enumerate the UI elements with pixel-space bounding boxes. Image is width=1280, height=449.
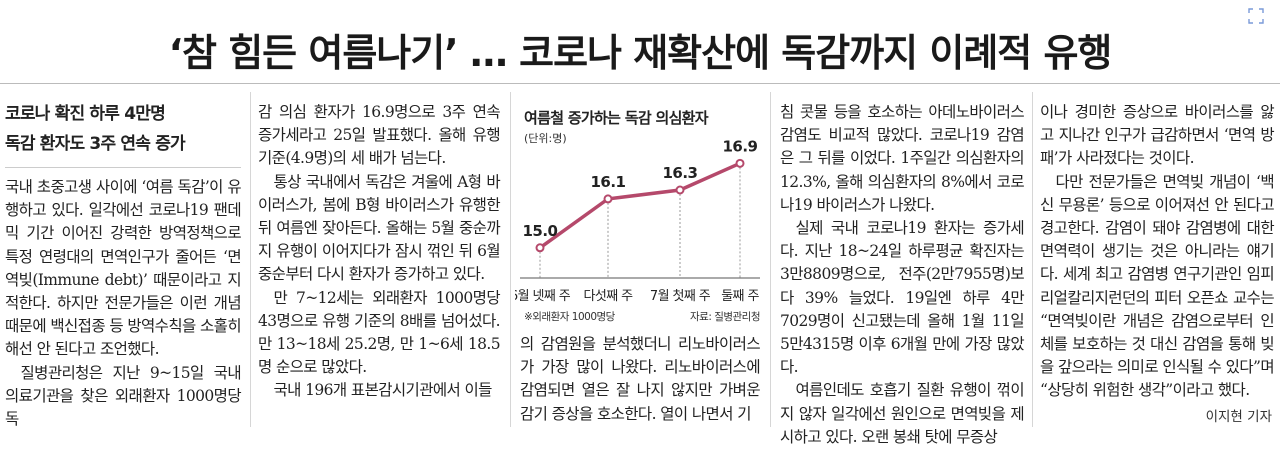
paragraph: 국내 초중고생 사이에 ‘여름 독감’이 유행하고 있다. 일각에선 코로나19… bbox=[5, 178, 242, 359]
chart-unit: (단위:명) bbox=[524, 132, 567, 145]
subheadline-1: 코로나 확진 하루 4만명 bbox=[5, 104, 166, 124]
column-divider bbox=[250, 92, 251, 427]
paragraph: 여름인데도 호흡기 질환 유행이 꺾이지 않자 일각에선 원인으로 면역빚을 제… bbox=[780, 381, 1025, 446]
subhead-rule bbox=[5, 167, 241, 168]
paragraph: 침 콧물 등을 호소하는 아데노바이러스 감염도 비교적 많았다. 코로나19 … bbox=[780, 103, 1025, 214]
paragraph: 다만 전문가들은 면역빚 개념이 ‘백신 무용론’ 등으로 이어져선 안 된다고… bbox=[1040, 172, 1275, 400]
series-line bbox=[538, 161, 741, 250]
data-label: 16.3 bbox=[662, 164, 697, 182]
headline-rule bbox=[0, 83, 1280, 84]
paragraph: 통상 국내에서 독감은 겨울에 A형 바이러스가, 봄에 B형 바이러스가 유행… bbox=[258, 172, 501, 284]
chart-source: 자료: 질병관리청 bbox=[690, 311, 761, 323]
data-point bbox=[735, 158, 745, 168]
x-tick-label: 6월 넷째 주 bbox=[515, 289, 571, 304]
column-5: 이나 경미한 증상으로 바이러스를 앓고 지나간 인구가 급감하면서 ‘면역 방… bbox=[1040, 101, 1275, 403]
paragraph: 질병관리청은 지난 9~15일 국내 의료기관을 찾은 외래환자 1000명당 … bbox=[5, 363, 242, 429]
scan-icon[interactable] bbox=[1248, 8, 1266, 26]
paragraph: 국내 196개 표본감시기관에서 이들 bbox=[273, 381, 493, 400]
column-divider bbox=[510, 92, 511, 427]
column-3: 의 감염원을 분석했더니 리노바이러스가 가장 많이 나왔다. 리노바이러스에 … bbox=[520, 333, 761, 426]
chart-title: 여름철 증가하는 독감 의심환자 bbox=[524, 109, 709, 127]
data-label: 16.9 bbox=[722, 140, 757, 155]
x-tick-label: 다섯째 주 bbox=[584, 289, 634, 304]
byline: 이지현 기자 bbox=[1205, 409, 1272, 425]
paragraph: 의 감염원을 분석했더니 리노바이러스가 가장 많이 나왔다. 리노바이러스에 … bbox=[520, 335, 761, 423]
headline: ‘참 힘든 여름나기’ … 코로나 재확산에 독감까지 이례적 유행 bbox=[168, 31, 1113, 75]
line-chart: 15.0 6월 넷째 주 16.1 다섯째 주 16.3 7월 첫째 주 16.9 둘째 주 bbox=[515, 140, 760, 304]
data-point bbox=[535, 243, 545, 253]
x-tick-label: 둘째 주 bbox=[721, 289, 759, 304]
paragraph: 감 의심 환자가 16.9명으로 3주 연속 증가세라고 25일 발표했다. 올… bbox=[258, 103, 501, 168]
column-divider bbox=[1032, 92, 1033, 427]
data-point bbox=[603, 194, 613, 204]
column-2: 감 의심 환자가 16.9명으로 3주 연속 증가세라고 25일 발표했다. 올… bbox=[258, 101, 501, 403]
chart-note: ※외래환자 1000명당 bbox=[524, 311, 615, 323]
paragraph: 실제 국내 코로나19 환자는 증가세다. 지난 18~24일 하루평균 확진자… bbox=[780, 219, 1025, 377]
x-tick-label: 7월 첫째 주 bbox=[650, 289, 711, 304]
paragraph: 만 7~12세는 외래환자 1000명당 43명으로 유행 기준의 8배를 넘어… bbox=[258, 288, 501, 377]
data-label: 15.0 bbox=[522, 222, 557, 240]
column-4: 침 콧물 등을 호소하는 아데노바이러스 감염도 비교적 많았다. 코로나19 … bbox=[780, 101, 1025, 449]
paragraph: 이나 경미한 증상으로 바이러스를 앓고 지나간 인구가 급감하면서 ‘면역 방… bbox=[1040, 103, 1275, 168]
data-point bbox=[675, 185, 685, 195]
data-label: 16.1 bbox=[590, 173, 625, 191]
column-1: 코로나 확진 하루 4만명 독감 환자도 3주 연속 증가 국내 초중고생 사이… bbox=[5, 99, 242, 431]
column-divider bbox=[770, 92, 771, 427]
subheadline-2: 독감 환자도 3주 연속 증가 bbox=[5, 134, 186, 154]
